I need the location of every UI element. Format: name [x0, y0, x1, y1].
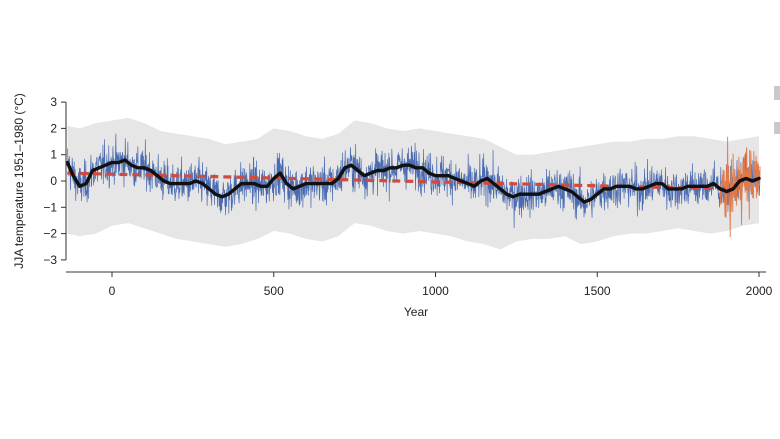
y-axis-title: JJA temperature 1951–1980 (°C) [12, 93, 26, 269]
y-tick-label: 1 [50, 148, 57, 162]
x-ticks: 0 500 1000 1500 2000 [109, 272, 773, 298]
y-tick-label: −2 [43, 227, 57, 241]
y-tick-label: −1 [43, 200, 57, 214]
annual-reconstruction-line [67, 133, 761, 229]
y-tick-label: −3 [43, 253, 57, 267]
x-tick-label: 2000 [746, 284, 773, 298]
x-tick-label: 1000 [422, 284, 449, 298]
x-axis-title: Year [404, 305, 428, 319]
smoothed-line-layer [65, 158, 761, 204]
y-tick-label: 2 [50, 121, 57, 135]
y-tick-label: 3 [50, 95, 57, 109]
uncertainty-band-layer [67, 117, 759, 250]
annual-series-layer [67, 133, 761, 229]
y-tick-label: 0 [50, 174, 57, 188]
axes-layer: −3 −2 −1 0 1 2 3 0 500 1000 1500 2000 [43, 95, 772, 298]
y-ticks: −3 −2 −1 0 1 2 3 [43, 95, 66, 267]
x-tick-label: 0 [109, 284, 116, 298]
scroll-edge-marker [774, 122, 780, 134]
x-tick-label: 500 [264, 284, 284, 298]
smoothed-line [65, 158, 761, 204]
uncertainty-band [67, 117, 759, 250]
scroll-edge-marker [774, 86, 780, 100]
x-tick-label: 1500 [584, 284, 611, 298]
instrumental-series-layer [719, 136, 761, 238]
instrumental-record-line [719, 136, 761, 238]
